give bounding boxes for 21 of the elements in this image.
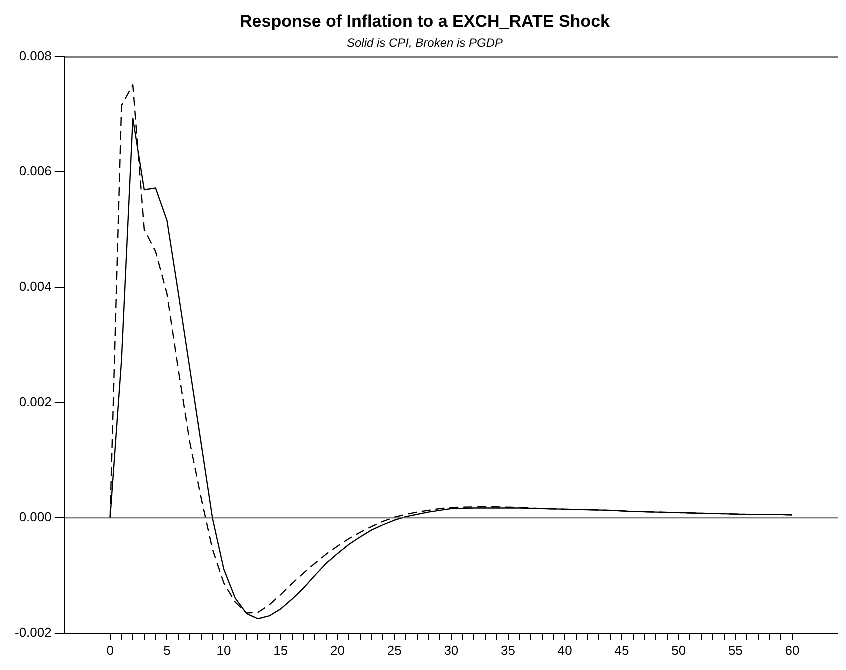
y-tick-label: 0.002: [19, 394, 52, 410]
x-tick-label: 45: [614, 642, 630, 658]
x-tick-label: 5: [164, 642, 171, 658]
x-tick-label: 0: [106, 642, 114, 658]
x-tick-label: 10: [216, 642, 232, 658]
y-tick-label: 0.006: [19, 164, 52, 179]
x-tick-label: 50: [672, 642, 686, 658]
y-tick-label: 0.004: [19, 279, 52, 294]
x-tick-label: 55: [728, 642, 743, 658]
x-tick-label: 15: [274, 642, 288, 658]
y-tick-label: 0.000: [19, 510, 52, 525]
x-tick-label: 40: [558, 642, 572, 658]
x-tick-label: 20: [330, 642, 345, 658]
x-tick-label: 60: [785, 642, 800, 658]
chart-title: Response of Inflation to a EXCH_RATE Shock: [240, 12, 611, 31]
y-tick-label: -0.002: [14, 624, 52, 640]
x-tick-label: 35: [501, 642, 516, 658]
chart-subtitle: Solid is CPI, Broken is PGDP: [346, 36, 504, 50]
x-tick-label: 25: [387, 642, 402, 658]
y-tick-label: 0.008: [19, 48, 52, 64]
x-tick-label: 30: [444, 642, 459, 658]
